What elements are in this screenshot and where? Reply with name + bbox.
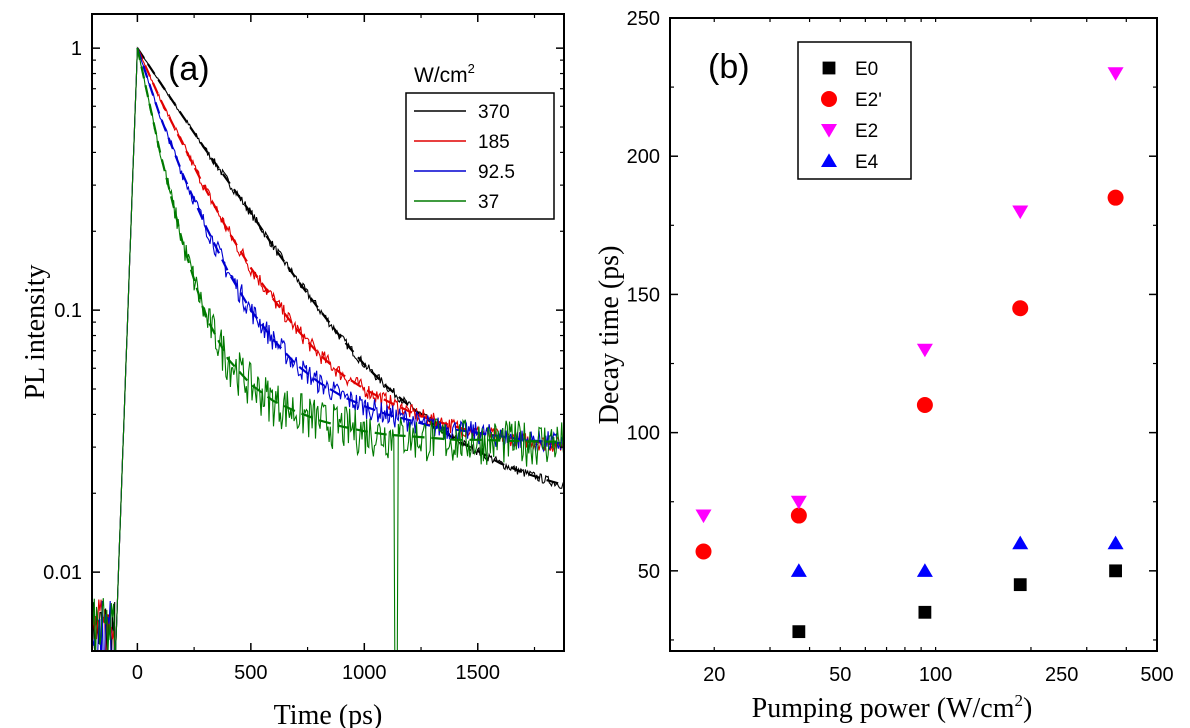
data-point-e2 [1107,189,1124,206]
y-tick-label: 150 [627,284,660,306]
panel-b-x-axis-title: Pumping power (W/cm2) [752,691,1033,724]
legend-marker-e4 [821,153,837,167]
panel-a-frame [91,13,565,652]
y-tick-label: 200 [627,146,660,168]
panel-b-plot-area [695,67,1124,639]
data-point-e0 [1109,564,1122,578]
legend-marker-e2 [821,124,837,138]
legend-box [405,92,555,220]
x-tick-label: 20 [703,664,725,686]
legend-box [797,41,912,180]
legend-label-37: 37 [478,192,499,213]
data-point-e2 [695,543,712,560]
data-point-e2 [790,507,807,524]
legend-label-e2: E2 [855,121,878,142]
series-e2 [695,189,1124,560]
legend-title: W/cm2 [414,61,475,87]
data-point-e4 [1012,535,1029,550]
panel-a-plot-area [92,46,564,651]
data-point-e2 [1012,205,1029,220]
y-tick-label: 0.1 [54,300,82,322]
data-point-e2 [790,495,807,510]
legend-label-e2: E2' [855,90,882,111]
data-point-e2 [916,396,933,413]
x-tick-label: 1500 [456,662,501,684]
fit-line-37 [136,47,564,443]
x-tick-label: 1000 [342,662,387,684]
panel-a-x-axis-title: Time (ps) [274,700,383,728]
legend-label-370: 370 [478,102,510,123]
legend-label-e0: E0 [855,59,878,80]
data-point-e4 [1107,535,1124,550]
panel-b-decay-time-vs-power: 20 50 100 250 500 50 100 150 200 250 (b) Pumping … [594,8,1174,724]
data-point-e2 [1107,67,1124,81]
data-point-e4 [916,563,933,577]
series-e0 [792,564,1122,639]
panel-b-y-axis-title: Decay time (ps) [594,246,625,425]
data-point-e2 [916,343,933,358]
data-point-e0 [918,605,932,619]
legend-label-e4: E4 [855,152,879,173]
series-e4 [790,535,1124,577]
y-tick-label: 250 [627,8,660,30]
panel-a-series [92,46,564,651]
data-point-e2 [1012,300,1029,317]
panel-a-legend: W/cm2 370 185 92.5 37 [405,61,555,220]
data-point-e4 [790,563,807,577]
x-tick-label: 250 [1045,664,1078,686]
x-tick-label: 50 [829,664,851,686]
panel-b-legend: E0 E2' E2 E4 [797,41,912,180]
legend-label-92-5: 92.5 [478,162,515,183]
series-e2 [695,67,1124,524]
panel-b-ticks: 20 50 100 250 500 50 100 150 200 250 [627,8,1174,686]
data-point-e2 [695,509,712,524]
legend-marker-e2 [821,91,837,107]
x-tick-label: 100 [919,664,952,686]
y-tick-label: 100 [627,423,660,445]
data-point-e0 [792,625,806,639]
series-line-37 [92,47,564,651]
data-point-e0 [1013,578,1027,592]
panel-a-decay-curves: 0 500 1000 1500 0.01 0.1 1 (a) Time (ps) PL in… [20,13,565,728]
legend-label-185: 185 [478,132,510,153]
x-tick-label: 500 [234,662,267,684]
panel-a-ticks: 0 500 1000 1500 0.01 0.1 1 [43,14,564,684]
panel-a-y-axis-title: PL intensity [20,264,51,399]
legend-marker-e0 [822,61,836,75]
x-tick-label: 0 [132,662,143,684]
panel-b-frame [669,17,1158,652]
x-tick-label: 500 [1140,664,1173,686]
panel-b-label: (b) [708,48,750,86]
fit-line-370 [136,47,564,487]
y-tick-label: 50 [638,561,660,583]
y-tick-label: 0.01 [43,562,82,584]
panel-a-label: (a) [168,50,210,88]
y-tick-label: 1 [71,38,82,60]
